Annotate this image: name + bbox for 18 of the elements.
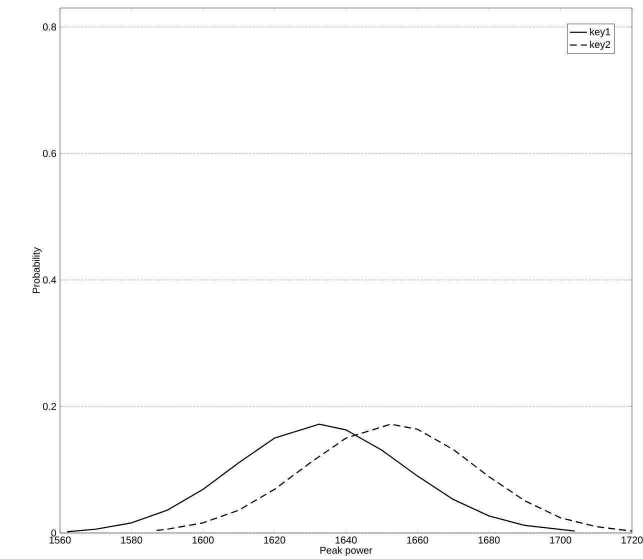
x-tick-label: 1680 (478, 536, 500, 544)
x-tick-label: 1600 (192, 536, 214, 544)
y-tick-label: 0.4 (42, 276, 56, 284)
x-tick-label: 1620 (264, 536, 286, 544)
y-tick-label: 0.2 (42, 402, 56, 410)
x-tick-label: 1700 (550, 536, 572, 544)
y-tick-label: 0.6 (42, 150, 56, 158)
x-tick-label: 1640 (336, 536, 357, 544)
x-tick-label: 1660 (407, 536, 428, 544)
x-tick-label: 1580 (121, 536, 142, 544)
x-axis-title: Peak power (320, 546, 372, 556)
legend-label: key2 (590, 40, 610, 50)
y-tick-label: 0 (51, 529, 56, 537)
x-tick-label: 1560 (50, 536, 71, 544)
y-tick-label: 0.8 (42, 23, 56, 31)
legend-label: key1 (590, 28, 610, 38)
x-tick-label: 1720 (622, 536, 643, 544)
y-axis-title: Probability (32, 247, 42, 294)
